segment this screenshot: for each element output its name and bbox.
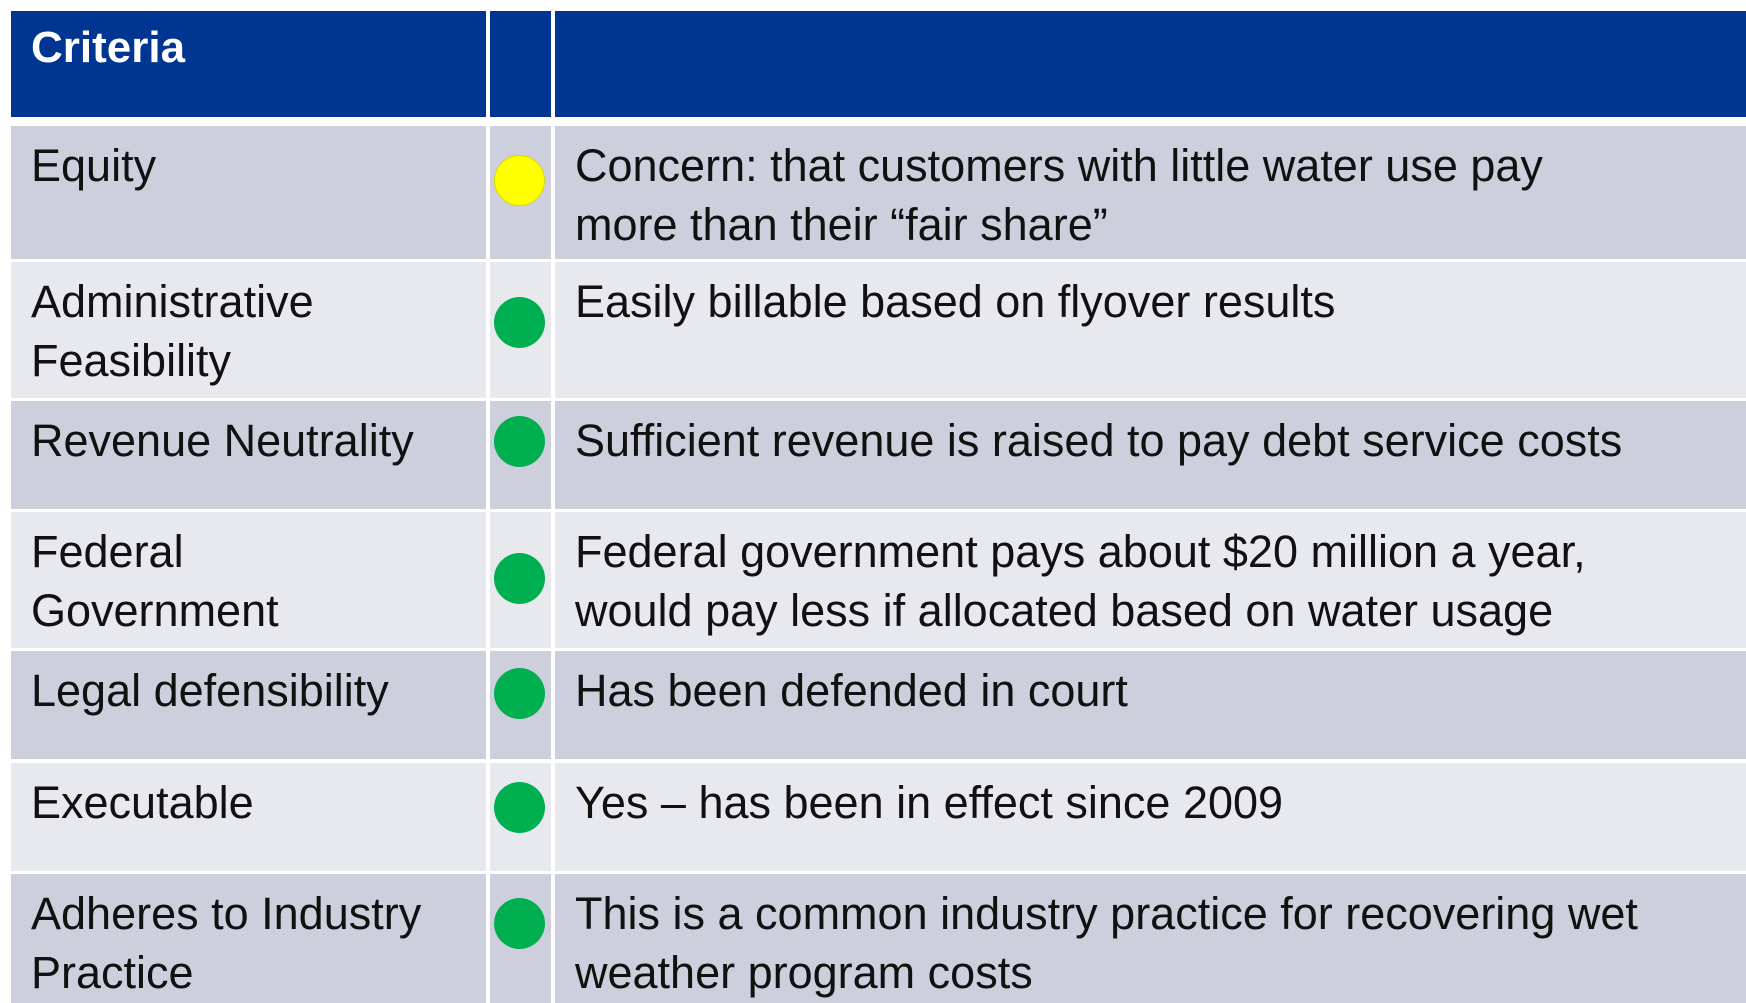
- comment-cell: Easily billable based on flyover results: [555, 262, 1746, 398]
- criterion-cell: Legal defensibility: [11, 651, 486, 759]
- criterion-cell: Administrative Feasibility: [11, 262, 486, 398]
- criterion-cell: Executable: [11, 763, 486, 871]
- rating-dot: [494, 297, 545, 348]
- rating-dot: [494, 668, 545, 719]
- criterion-cell: Revenue Neutrality: [11, 401, 486, 509]
- comment-cell: Federal government pays about $20 millio…: [555, 512, 1746, 648]
- comment-cell: Sufficient revenue is raised to pay debt…: [555, 401, 1746, 509]
- criterion-cell: Adheres to Industry Practice: [11, 874, 486, 1003]
- criterion-cell: Federal Government: [11, 512, 486, 648]
- header-cell: Criteria: [11, 11, 486, 117]
- comment-cell: Has been defended in court: [555, 651, 1746, 759]
- rating-dot: [494, 782, 545, 833]
- comment-cell: This is a common industry practice for r…: [555, 874, 1746, 1003]
- rating-dot: [494, 553, 545, 604]
- comment-cell: Concern: that customers with little wate…: [555, 126, 1746, 259]
- header-cell: [555, 11, 1746, 117]
- comment-cell: Yes – has been in effect since 2009: [555, 763, 1746, 871]
- criterion-cell: Equity: [11, 126, 486, 259]
- rating-dot: [494, 898, 545, 949]
- rating-dot: [494, 416, 545, 467]
- header-cell: [490, 11, 551, 117]
- rating-dot: [494, 155, 545, 206]
